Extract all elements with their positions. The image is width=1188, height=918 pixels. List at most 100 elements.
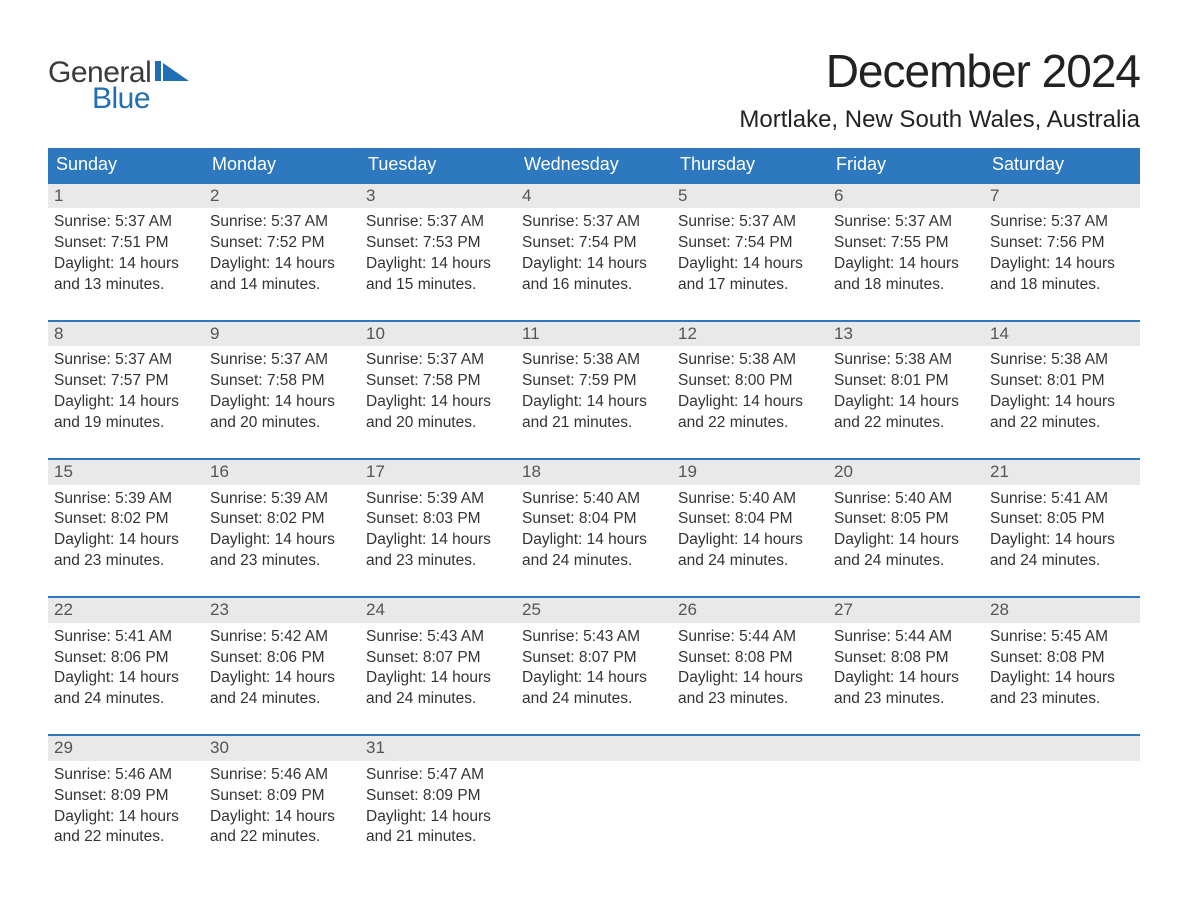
- day-body: [516, 761, 672, 861]
- location-subtitle: Mortlake, New South Wales, Australia: [739, 106, 1140, 134]
- sunset-line: Sunset: 8:09 PM: [210, 786, 354, 807]
- daylight-line-2: and 22 minutes.: [210, 827, 354, 848]
- day-body: Sunrise: 5:41 AMSunset: 8:05 PMDaylight:…: [984, 485, 1140, 597]
- day-body: Sunrise: 5:37 AMSunset: 7:54 PMDaylight:…: [516, 208, 672, 320]
- daylight-line-2: and 22 minutes.: [834, 413, 978, 434]
- sunrise-line: Sunrise: 5:38 AM: [834, 350, 978, 371]
- daylight-line-1: Daylight: 14 hours: [990, 392, 1134, 413]
- sunset-line: Sunset: 8:04 PM: [522, 509, 666, 530]
- daylight-line-2: and 24 minutes.: [522, 689, 666, 710]
- sunrise-line: Sunrise: 5:38 AM: [678, 350, 822, 371]
- sunrise-line: Sunrise: 5:37 AM: [54, 212, 198, 233]
- day-number: 28: [984, 598, 1140, 622]
- day-body: Sunrise: 5:39 AMSunset: 8:03 PMDaylight:…: [360, 485, 516, 597]
- daylight-line-1: Daylight: 14 hours: [54, 254, 198, 275]
- sunrise-line: Sunrise: 5:43 AM: [366, 627, 510, 648]
- day-body: Sunrise: 5:37 AMSunset: 7:56 PMDaylight:…: [984, 208, 1140, 320]
- flag-icon: [155, 61, 189, 85]
- day-cell: 5Sunrise: 5:37 AMSunset: 7:54 PMDaylight…: [672, 183, 828, 321]
- day-number: [672, 736, 828, 760]
- day-body: Sunrise: 5:37 AMSunset: 7:54 PMDaylight:…: [672, 208, 828, 320]
- sunset-line: Sunset: 7:57 PM: [54, 371, 198, 392]
- day-body: Sunrise: 5:44 AMSunset: 8:08 PMDaylight:…: [672, 623, 828, 735]
- sunset-line: Sunset: 7:53 PM: [366, 233, 510, 254]
- day-cell: [516, 735, 672, 872]
- title-block: December 2024 Mortlake, New South Wales,…: [739, 30, 1140, 144]
- daylight-line-2: and 17 minutes.: [678, 275, 822, 296]
- sunrise-line: Sunrise: 5:43 AM: [522, 627, 666, 648]
- sunset-line: Sunset: 8:09 PM: [54, 786, 198, 807]
- daylight-line-2: and 21 minutes.: [522, 413, 666, 434]
- daylight-line-1: Daylight: 14 hours: [678, 668, 822, 689]
- day-number: 25: [516, 598, 672, 622]
- day-cell: 22Sunrise: 5:41 AMSunset: 8:06 PMDayligh…: [48, 597, 204, 735]
- daylight-line-1: Daylight: 14 hours: [522, 530, 666, 551]
- day-number: 15: [48, 460, 204, 484]
- daylight-line-2: and 24 minutes.: [210, 689, 354, 710]
- daylight-line-2: and 15 minutes.: [366, 275, 510, 296]
- week-row: 1Sunrise: 5:37 AMSunset: 7:51 PMDaylight…: [48, 183, 1140, 321]
- sunset-line: Sunset: 8:06 PM: [210, 648, 354, 669]
- sunrise-line: Sunrise: 5:37 AM: [522, 212, 666, 233]
- sunset-line: Sunset: 7:56 PM: [990, 233, 1134, 254]
- month-title: December 2024: [739, 44, 1140, 98]
- day-body: Sunrise: 5:42 AMSunset: 8:06 PMDaylight:…: [204, 623, 360, 735]
- daylight-line-2: and 23 minutes.: [54, 551, 198, 572]
- day-cell: 9Sunrise: 5:37 AMSunset: 7:58 PMDaylight…: [204, 321, 360, 459]
- daylight-line-1: Daylight: 14 hours: [678, 530, 822, 551]
- day-cell: 13Sunrise: 5:38 AMSunset: 8:01 PMDayligh…: [828, 321, 984, 459]
- sunset-line: Sunset: 8:06 PM: [54, 648, 198, 669]
- daylight-line-2: and 24 minutes.: [366, 689, 510, 710]
- day-number: 10: [360, 322, 516, 346]
- day-number: [828, 736, 984, 760]
- daylight-line-1: Daylight: 14 hours: [366, 530, 510, 551]
- day-body: Sunrise: 5:47 AMSunset: 8:09 PMDaylight:…: [360, 761, 516, 873]
- day-cell: 30Sunrise: 5:46 AMSunset: 8:09 PMDayligh…: [204, 735, 360, 872]
- day-body: Sunrise: 5:37 AMSunset: 7:52 PMDaylight:…: [204, 208, 360, 320]
- daylight-line-1: Daylight: 14 hours: [834, 254, 978, 275]
- daylight-line-2: and 22 minutes.: [990, 413, 1134, 434]
- daylight-line-2: and 20 minutes.: [366, 413, 510, 434]
- day-number: 9: [204, 322, 360, 346]
- daylight-line-2: and 22 minutes.: [54, 827, 198, 848]
- sunrise-line: Sunrise: 5:38 AM: [522, 350, 666, 371]
- day-number: 6: [828, 184, 984, 208]
- daylight-line-1: Daylight: 14 hours: [366, 254, 510, 275]
- daylight-line-1: Daylight: 14 hours: [210, 254, 354, 275]
- day-number: 11: [516, 322, 672, 346]
- sunset-line: Sunset: 7:54 PM: [522, 233, 666, 254]
- day-body: Sunrise: 5:46 AMSunset: 8:09 PMDaylight:…: [204, 761, 360, 873]
- day-number: 8: [48, 322, 204, 346]
- sunrise-line: Sunrise: 5:37 AM: [990, 212, 1134, 233]
- day-number: 19: [672, 460, 828, 484]
- brand-logo: General Blue: [48, 58, 189, 114]
- day-body: Sunrise: 5:37 AMSunset: 7:57 PMDaylight:…: [48, 346, 204, 458]
- day-body: Sunrise: 5:45 AMSunset: 8:08 PMDaylight:…: [984, 623, 1140, 735]
- sunrise-line: Sunrise: 5:39 AM: [366, 489, 510, 510]
- sunrise-line: Sunrise: 5:37 AM: [210, 350, 354, 371]
- daylight-line-2: and 24 minutes.: [522, 551, 666, 572]
- day-body: Sunrise: 5:38 AMSunset: 7:59 PMDaylight:…: [516, 346, 672, 458]
- day-header: Monday: [204, 148, 360, 183]
- day-number: 4: [516, 184, 672, 208]
- daylight-line-1: Daylight: 14 hours: [990, 254, 1134, 275]
- day-header: Thursday: [672, 148, 828, 183]
- day-body: Sunrise: 5:38 AMSunset: 8:01 PMDaylight:…: [828, 346, 984, 458]
- day-cell: 6Sunrise: 5:37 AMSunset: 7:55 PMDaylight…: [828, 183, 984, 321]
- sunset-line: Sunset: 8:08 PM: [834, 648, 978, 669]
- day-number: 16: [204, 460, 360, 484]
- day-number: 29: [48, 736, 204, 760]
- day-cell: [672, 735, 828, 872]
- day-cell: 31Sunrise: 5:47 AMSunset: 8:09 PMDayligh…: [360, 735, 516, 872]
- day-cell: 26Sunrise: 5:44 AMSunset: 8:08 PMDayligh…: [672, 597, 828, 735]
- day-number: 31: [360, 736, 516, 760]
- daylight-line-2: and 20 minutes.: [210, 413, 354, 434]
- day-cell: 27Sunrise: 5:44 AMSunset: 8:08 PMDayligh…: [828, 597, 984, 735]
- day-cell: 17Sunrise: 5:39 AMSunset: 8:03 PMDayligh…: [360, 459, 516, 597]
- daylight-line-2: and 18 minutes.: [990, 275, 1134, 296]
- daylight-line-2: and 14 minutes.: [210, 275, 354, 296]
- day-number: 13: [828, 322, 984, 346]
- day-cell: 7Sunrise: 5:37 AMSunset: 7:56 PMDaylight…: [984, 183, 1140, 321]
- day-number: 5: [672, 184, 828, 208]
- daylight-line-1: Daylight: 14 hours: [834, 530, 978, 551]
